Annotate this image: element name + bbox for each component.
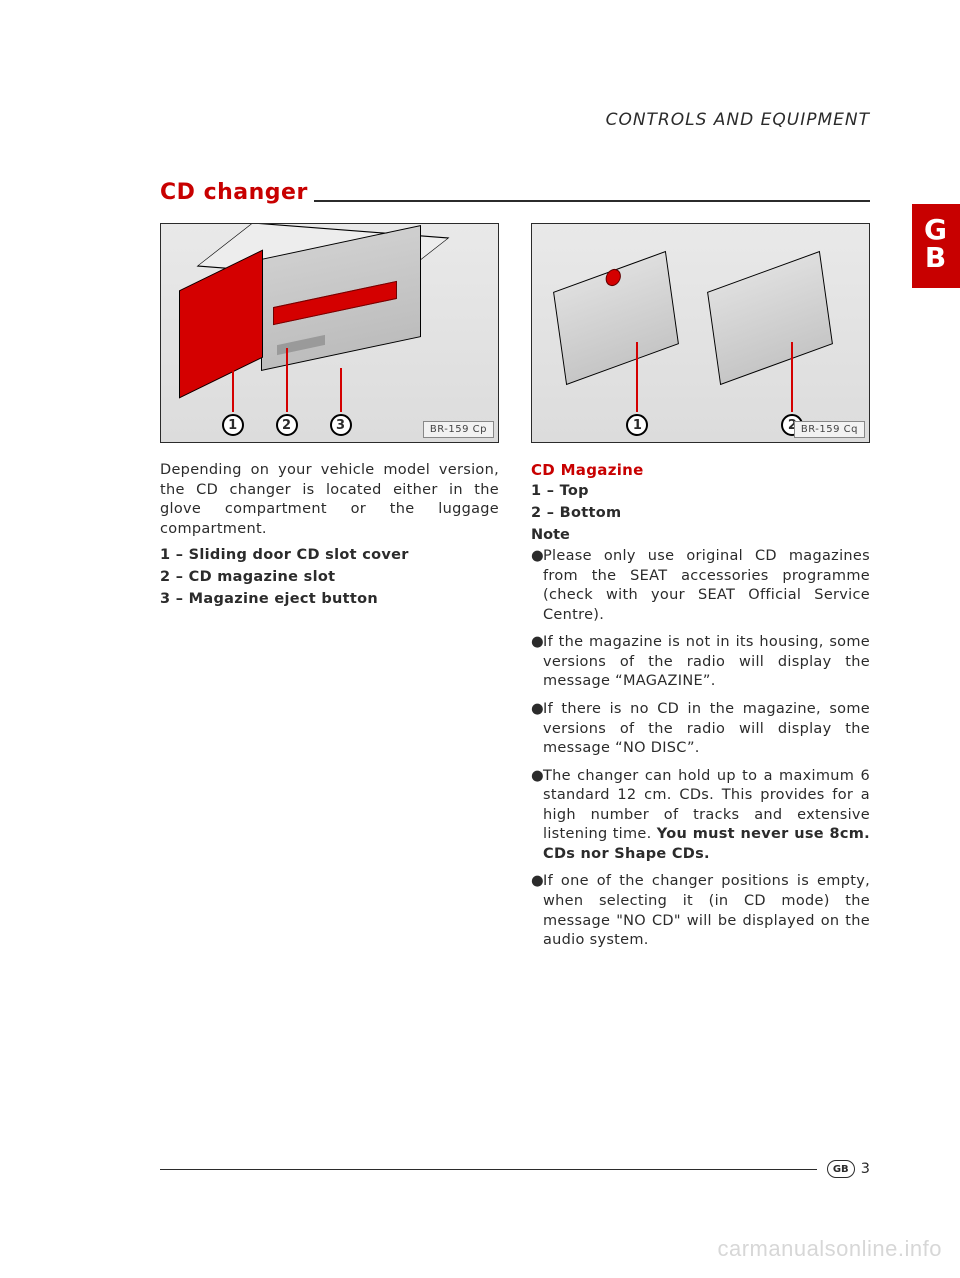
- footer-line: GB 3: [160, 1160, 870, 1178]
- bullet-text: Please only use original CD magazines fr…: [543, 547, 870, 625]
- bullet-text: If there is no CD in the magazine, some …: [543, 700, 870, 759]
- note-bullet: ●Please only use original CD magazines f…: [531, 547, 870, 625]
- section-header: CONTROLS AND EQUIPMENT: [160, 110, 870, 130]
- callout-1: 1: [626, 414, 648, 436]
- note-bullet: ●If the magazine is not in its housing, …: [531, 633, 870, 692]
- legend-item-1: 1 – Sliding door CD slot cover: [160, 547, 499, 563]
- bullet-dot-icon: ●: [531, 872, 543, 950]
- figure-caption: BR-159 Cp: [423, 421, 494, 438]
- note-heading: Note: [531, 527, 870, 543]
- legend-item-bottom: 2 – Bottom: [531, 505, 870, 521]
- right-column: 12 BR-159 Cq CD Magazine 1 – Top 2 – Bot…: [531, 223, 870, 959]
- title-row: CD changer: [160, 180, 870, 205]
- figure-cd-changer: 1 2 3 BR-159 Cp: [160, 223, 499, 443]
- note-bullet: ●If there is no CD in the magazine, some…: [531, 700, 870, 759]
- page-number: 3: [861, 1161, 870, 1177]
- note-bullet-list: ●Please only use original CD magazines f…: [531, 547, 870, 951]
- bullet-bold-text: You must never use 8cm. CDs nor Shape CD…: [543, 826, 870, 862]
- two-columns: 1 2 3 BR-159 Cp Depending on your vehicle …: [160, 223, 870, 959]
- device-sliding-door: [179, 250, 263, 399]
- callout-1: 1: [222, 414, 244, 436]
- magazine-release-dot: [605, 267, 622, 289]
- bullet-dot-icon: ●: [531, 633, 543, 692]
- legend-item-3: 3 – Magazine eject button: [160, 591, 499, 607]
- magazine-top-view: [553, 251, 679, 385]
- figure-cd-magazine: 12 BR-159 Cq: [531, 223, 870, 443]
- gb-badge: GB: [827, 1160, 855, 1178]
- page-title: CD changer: [160, 180, 308, 205]
- callout-3: 3: [330, 414, 352, 436]
- bullet-text: The changer can hold up to a maximum 6 s…: [543, 767, 870, 865]
- callout-stem: [636, 342, 638, 412]
- footer-rule: [160, 1169, 817, 1170]
- title-rule: [314, 200, 870, 202]
- subheading-cd-magazine: CD Magazine: [531, 461, 870, 479]
- bullet-dot-icon: ●: [531, 547, 543, 625]
- footer: GB 3: [160, 1160, 870, 1178]
- note-bullet: ●The changer can hold up to a maximum 6 …: [531, 767, 870, 865]
- side-tab-line2: B: [912, 244, 960, 272]
- intro-paragraph: Depending on your vehicle model version,…: [160, 461, 499, 539]
- legend-item-2: 2 – CD magazine slot: [160, 569, 499, 585]
- callout-stem: [286, 348, 288, 412]
- note-bullet: ●If one of the changer positions is empt…: [531, 872, 870, 950]
- callout-2: 2: [276, 414, 298, 436]
- bullet-dot-icon: ●: [531, 700, 543, 759]
- page: CONTROLS AND EQUIPMENT CD changer 1 2 3 BR…: [0, 0, 960, 1278]
- legend-item-top: 1 – Top: [531, 483, 870, 499]
- magazine-bottom-view: [707, 251, 833, 385]
- callout-stem: [791, 342, 793, 412]
- figure-caption: BR-159 Cq: [794, 421, 865, 438]
- left-column: 1 2 3 BR-159 Cp Depending on your vehicle …: [160, 223, 499, 959]
- callout-stem: [340, 368, 342, 412]
- bullet-text: If the magazine is not in its housing, s…: [543, 633, 870, 692]
- side-tab-line1: G: [912, 216, 960, 244]
- bullet-text: If one of the changer positions is empty…: [543, 872, 870, 950]
- callout-stem: [232, 334, 234, 412]
- bullet-dot-icon: ●: [531, 767, 543, 865]
- side-tab-gb: G B: [912, 204, 960, 288]
- watermark: carmanualsonline.info: [717, 1236, 942, 1262]
